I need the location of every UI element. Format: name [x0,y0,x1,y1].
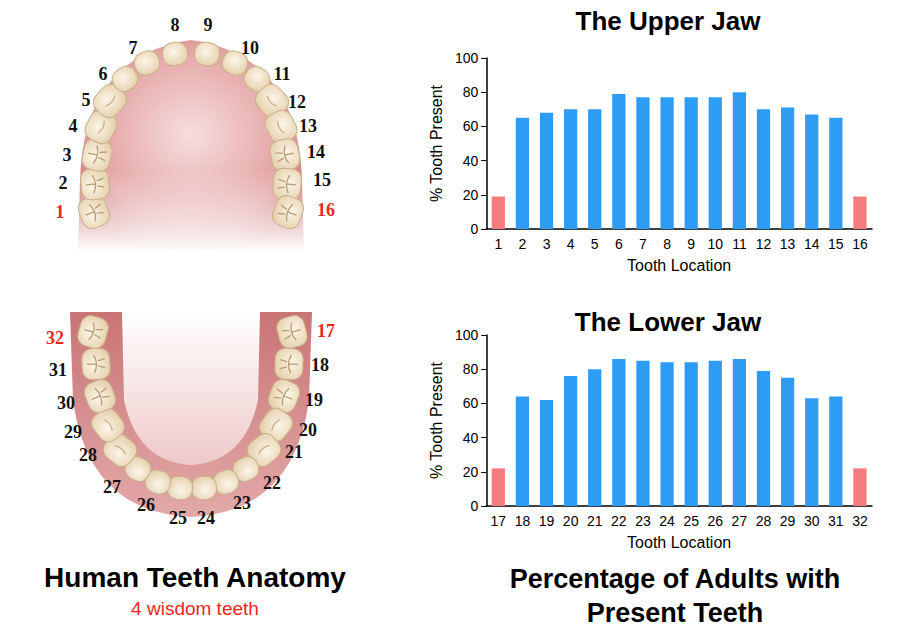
svg-text:7: 7 [129,38,138,58]
svg-text:9: 9 [687,236,695,252]
svg-text:17: 17 [317,321,335,341]
svg-text:24: 24 [659,513,675,529]
svg-text:% Tooth Present: % Tooth Present [428,84,445,202]
svg-text:3: 3 [543,236,551,252]
svg-text:24: 24 [197,508,215,528]
svg-text:40: 40 [463,430,479,446]
svg-text:2: 2 [59,173,68,193]
svg-text:16: 16 [317,200,335,220]
svg-text:27: 27 [103,477,121,497]
svg-text:8: 8 [663,236,671,252]
svg-text:14: 14 [804,236,820,252]
svg-text:5: 5 [591,236,599,252]
svg-text:12: 12 [756,236,772,252]
svg-text:23: 23 [233,493,251,513]
svg-text:16: 16 [852,236,868,252]
html-text:Percentage of Adults with Pres: Percentage of Adults with Present Teeth [509,564,841,628]
svg-text:22: 22 [611,513,627,529]
svg-text:31: 31 [49,360,67,380]
svg-text:1: 1 [56,202,65,222]
svg-text:29: 29 [780,513,796,529]
svg-text:The Lower Jaw: The Lower Jaw [575,307,762,337]
svg-text:Tooth Location: Tooth Location [627,257,731,274]
svg-text:20: 20 [563,513,579,529]
svg-text:14: 14 [307,142,325,162]
svg-text:28: 28 [79,445,97,465]
svg-text:30: 30 [804,513,820,529]
svg-text:30: 30 [57,393,75,413]
svg-text:12: 12 [288,92,306,112]
svg-text:32: 32 [46,328,64,348]
svg-text:6: 6 [615,236,623,252]
svg-text:4: 4 [567,236,575,252]
svg-text:100: 100 [455,50,479,66]
svg-text:26: 26 [708,513,724,529]
svg-text:4: 4 [69,116,78,136]
svg-text:13: 13 [299,116,317,136]
svg-text:8: 8 [171,15,180,35]
svg-text:26: 26 [137,495,155,515]
html-text:4 wisdom teeth: 4 wisdom teeth [131,598,259,619]
svg-text:23: 23 [635,513,651,529]
svg-text:80: 80 [463,361,479,377]
svg-text:2: 2 [519,236,527,252]
svg-text:0: 0 [470,498,478,514]
html-text:Human Teeth Anatomy: Human Teeth Anatomy [44,562,346,593]
svg-text:19: 19 [305,390,323,410]
svg-text:17: 17 [491,513,507,529]
svg-text:25: 25 [683,513,699,529]
svg-text:10: 10 [241,38,259,58]
svg-text:10: 10 [708,236,724,252]
svg-text:9: 9 [204,15,213,35]
svg-text:60: 60 [463,118,479,134]
svg-text:22: 22 [263,473,281,493]
svg-text:80: 80 [463,84,479,100]
svg-text:20: 20 [463,187,479,203]
svg-text:18: 18 [311,355,329,375]
svg-text:1: 1 [494,236,502,252]
svg-text:6: 6 [99,64,108,84]
svg-text:Tooth Location: Tooth Location [627,534,731,551]
svg-text:% Tooth Present: % Tooth Present [428,361,445,479]
svg-text:29: 29 [64,422,82,442]
svg-text:100: 100 [455,327,479,343]
svg-text:18: 18 [515,513,531,529]
svg-text:28: 28 [756,513,772,529]
svg-text:3: 3 [63,145,72,165]
svg-text:15: 15 [828,236,844,252]
svg-text:0: 0 [470,221,478,237]
svg-text:13: 13 [780,236,796,252]
svg-text:40: 40 [463,153,479,169]
svg-text:15: 15 [313,170,331,190]
svg-text:The Upper Jaw: The Upper Jaw [576,6,762,36]
svg-text:11: 11 [732,236,747,252]
svg-text:21: 21 [285,442,303,462]
svg-text:31: 31 [828,513,844,529]
svg-text:21: 21 [587,513,603,529]
svg-text:25: 25 [169,508,187,528]
svg-text:20: 20 [463,464,479,480]
svg-text:19: 19 [539,513,555,529]
svg-text:27: 27 [732,513,748,529]
svg-text:5: 5 [82,90,91,110]
svg-text:11: 11 [273,64,290,84]
svg-text:32: 32 [852,513,868,529]
svg-text:7: 7 [639,236,647,252]
svg-text:20: 20 [299,420,317,440]
svg-text:60: 60 [463,395,479,411]
